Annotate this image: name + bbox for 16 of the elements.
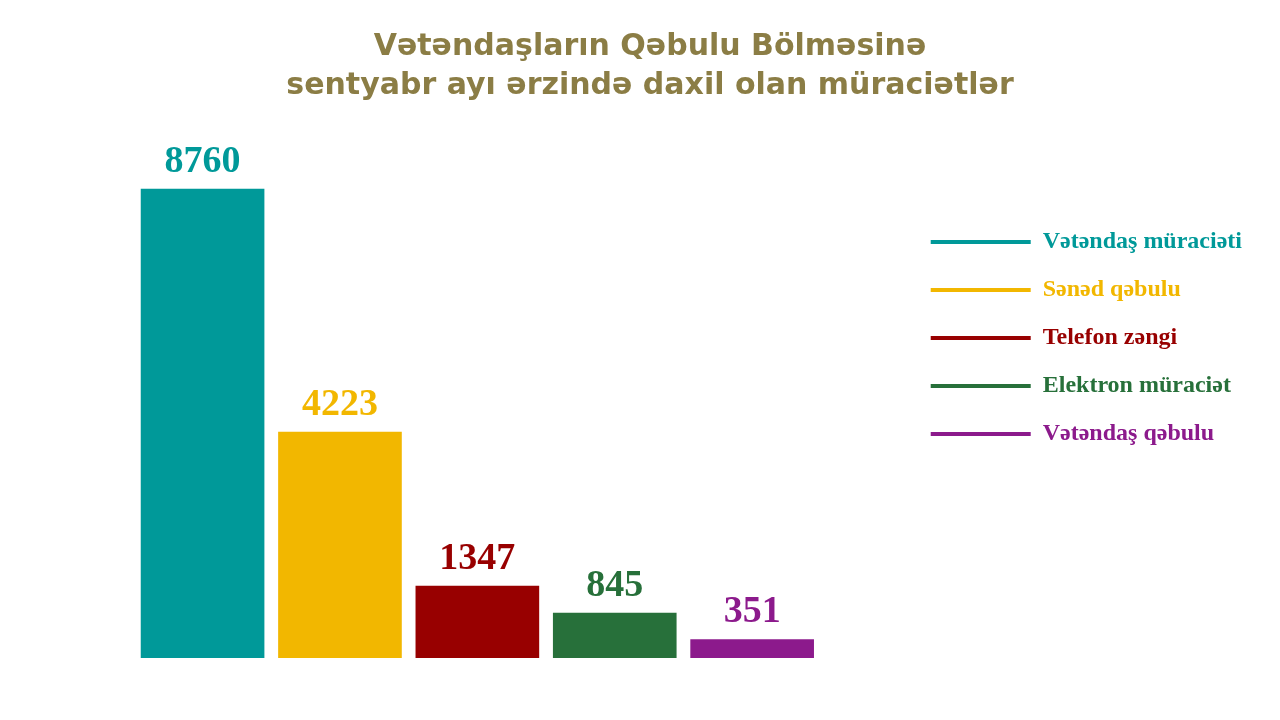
legend-label: Vətəndaş qəbulu [1042, 419, 1215, 446]
data-label: 4223 [301, 380, 378, 423]
data-label: 351 [723, 588, 781, 631]
chart-title: Vətəndaşların Qəbulu Bölməsinə sentyabr ayı ərzində daxil olan müraciətlər [286, 27, 1014, 102]
bar [552, 612, 677, 658]
legend-label: Elektron müraciət [1042, 371, 1231, 398]
bar [140, 188, 265, 658]
bar [278, 431, 402, 658]
bar [690, 639, 814, 658]
bar [415, 585, 540, 658]
legend-label: Vətəndaş müraciəti [1042, 227, 1243, 254]
data-label: 8760 [164, 137, 241, 180]
legend-label: Sənəd qəbulu [1042, 275, 1181, 302]
legend-label: Telefon zəngi [1042, 323, 1178, 350]
data-label: 845 [586, 561, 644, 604]
data-label: 1347 [439, 534, 516, 577]
